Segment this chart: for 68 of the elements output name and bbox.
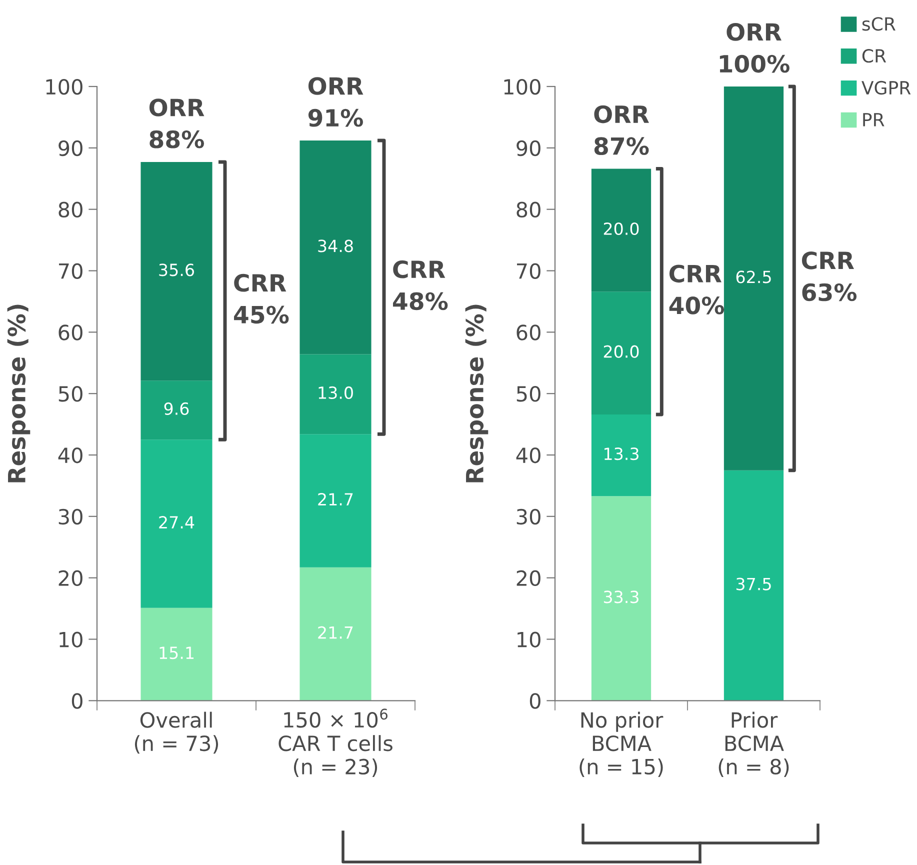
bar [300, 140, 372, 354]
y-tick-label: 90 [58, 140, 82, 156]
data-label: 21.7 [318, 626, 353, 639]
y-tick-label: 70 [59, 263, 82, 279]
bar [140, 608, 212, 701]
x-tick-label: Overall (n = 73) [134, 712, 218, 754]
y-tick-label: 40 [516, 447, 540, 464]
y-tick-label: 0 [72, 693, 82, 709]
data-label: 15.1 [160, 646, 194, 660]
annotation: ORR 91% [308, 77, 364, 127]
y-tick-label: 10 [60, 632, 82, 648]
bar [591, 414, 652, 496]
y-tick-label: 10 [518, 632, 540, 648]
annotation: ORR 87% [594, 105, 649, 156]
y-axis-title: Response (%) [465, 304, 488, 482]
y-tick-label: 90 [516, 140, 540, 156]
bar [300, 354, 372, 434]
data-label: 20.0 [604, 345, 639, 358]
annotation: ORR 100% [720, 23, 790, 73]
x-tick-label: Prior BCMA (n = 8) [718, 712, 789, 777]
data-label: 62.5 [736, 270, 771, 284]
data-label: 35.6 [159, 264, 194, 276]
annotation: CRR 40% [669, 264, 724, 314]
data-label: 33.3 [604, 590, 638, 604]
y-tick-label: 50 [516, 386, 540, 402]
bar [724, 86, 784, 470]
bar [140, 380, 212, 440]
data-label: 13.3 [604, 448, 638, 460]
y-tick-label: 30 [516, 508, 540, 525]
y-tick-label: 0 [530, 693, 540, 709]
y-axis-title: Response (%) [7, 304, 30, 482]
y-tick-label: 100 [504, 78, 540, 95]
bar [591, 292, 652, 414]
x-tick-label: 150 × 10$^{6}$ CAR T cells (n = 23) [278, 708, 392, 777]
y-tick-label: 80 [516, 202, 540, 218]
x-tick-label: No prior BCMA (n = 15) [580, 712, 664, 777]
annotation: CRR 45% [234, 274, 289, 324]
annotation: CRR 63% [802, 252, 857, 302]
bar [591, 168, 652, 292]
y-tick-label: 100 [46, 78, 82, 95]
y-tick-label: 60 [58, 324, 82, 340]
data-label: 20.0 [604, 222, 639, 236]
y-tick-label: 40 [58, 447, 82, 464]
y-tick-label: 50 [58, 386, 82, 402]
data-label: 13.0 [318, 386, 353, 400]
y-tick-label: 60 [516, 324, 540, 340]
bar [300, 567, 372, 701]
data-label: 27.4 [159, 516, 194, 528]
bar [724, 470, 784, 701]
annotation: ORR 88% [149, 98, 204, 148]
legend-label: CR [862, 49, 886, 63]
legend-label: VGPR [862, 80, 911, 95]
data-label: 37.5 [736, 578, 771, 590]
bar [140, 162, 212, 381]
y-tick-label: 20 [516, 570, 540, 586]
data-label: 9.6 [164, 402, 189, 415]
legend-label: PR [863, 113, 884, 126]
y-tick-label: 30 [58, 508, 82, 525]
annotation: CRR 48% [393, 260, 448, 310]
bar [300, 434, 372, 568]
bar [591, 496, 652, 701]
y-tick-label: 70 [517, 263, 540, 279]
data-label: 34.8 [318, 240, 353, 252]
y-tick-label: 80 [58, 202, 82, 218]
legend-label: sCR [862, 17, 896, 31]
y-tick-label: 20 [58, 570, 82, 586]
bar [140, 440, 212, 608]
data-label: 21.7 [318, 492, 353, 506]
